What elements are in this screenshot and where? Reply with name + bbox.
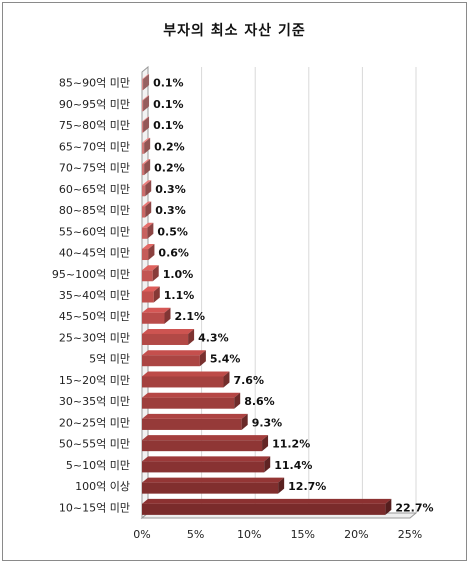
value-label: 0.5% (157, 225, 188, 238)
bar (142, 350, 206, 367)
bar (142, 244, 155, 261)
value-label: 0.3% (155, 183, 186, 196)
category-label: 25~30억 미만 (59, 331, 130, 344)
bar (142, 498, 392, 515)
value-label: 7.6% (233, 374, 264, 387)
value-label: 11.4% (274, 459, 312, 472)
value-label: 1.1% (164, 289, 195, 302)
category-label: 60~65억 미만 (59, 183, 130, 196)
bar (142, 328, 195, 345)
bar (142, 286, 160, 303)
bar (142, 180, 152, 197)
bar (142, 201, 152, 218)
value-label: 9.3% (252, 416, 283, 429)
value-label: 0.2% (154, 162, 185, 175)
value-label: 0.6% (158, 247, 189, 260)
category-label: 10~15억 미만 (59, 501, 130, 514)
chart-title: 부자의 최소 자산 기준 (163, 23, 306, 39)
bar (142, 222, 154, 239)
value-label: 0.3% (155, 204, 186, 217)
category-label: 90~95억 미만 (59, 98, 130, 111)
value-label: 8.6% (244, 395, 275, 408)
category-label: 85~90억 미만 (59, 77, 130, 90)
bar (142, 477, 285, 494)
value-label: 2.1% (175, 310, 206, 323)
bar (142, 116, 150, 133)
x-tick-label: 0% (133, 528, 150, 541)
bar (142, 74, 150, 91)
category-label: 30~35억 미만 (59, 395, 130, 408)
x-tick-label: 5% (187, 528, 204, 541)
bar (142, 265, 159, 282)
category-label: 5~10억 미만 (66, 459, 130, 472)
value-label: 22.7% (395, 501, 433, 514)
value-label: 0.1% (153, 77, 184, 90)
bar (142, 413, 248, 430)
value-label: 0.1% (153, 119, 184, 132)
category-label: 40~45억 미만 (59, 247, 130, 260)
value-label: 5.4% (210, 353, 241, 366)
category-labels: 85~90억 미만 90~95억 미만 75~80억 미만 65~70억 미만 70~7… (52, 77, 130, 515)
value-label: 11.2% (272, 438, 310, 451)
bar (142, 371, 230, 388)
x-tick-labels: 0% 5% 10% 15% 20% 25% (133, 528, 422, 541)
value-label: 1.0% (163, 268, 194, 281)
category-label: 35~40억 미만 (59, 289, 130, 302)
bar (142, 307, 171, 324)
category-label: 100억 이상 (75, 480, 130, 493)
category-label: 65~70억 미만 (59, 140, 130, 153)
category-label: 95~100억 미만 (52, 268, 130, 281)
x-tick-label: 20% (344, 528, 368, 541)
bar (142, 159, 151, 176)
bars (142, 74, 392, 515)
bar (142, 392, 241, 409)
value-label: 0.1% (153, 98, 184, 111)
x-tick-label: 15% (291, 528, 315, 541)
bar (142, 435, 269, 452)
category-label: 55~60억 미만 (59, 225, 130, 238)
x-tick-label: 25% (398, 528, 422, 541)
category-label: 80~85억 미만 (59, 204, 130, 217)
category-label: 50~55억 미만 (59, 438, 130, 451)
category-label: 70~75억 미만 (59, 162, 130, 175)
category-label: 15~20억 미만 (59, 374, 130, 387)
category-label: 20~25억 미만 (59, 416, 130, 429)
category-label: 45~50억 미만 (59, 310, 130, 323)
x-tick-label: 10% (237, 528, 261, 541)
value-labels: 0.1% 0.1% 0.1% 0.2% 0.2% 0.3% 0.3% 0.5% 0.6% 1.0%… (153, 77, 433, 515)
value-label: 4.3% (198, 331, 229, 344)
bar (142, 95, 150, 112)
bar (142, 456, 271, 473)
bar (142, 137, 151, 154)
value-label: 0.2% (154, 140, 185, 153)
value-label: 12.7% (288, 480, 326, 493)
category-label: 75~80억 미만 (59, 119, 130, 132)
category-label: 5억 미만 (89, 353, 130, 366)
